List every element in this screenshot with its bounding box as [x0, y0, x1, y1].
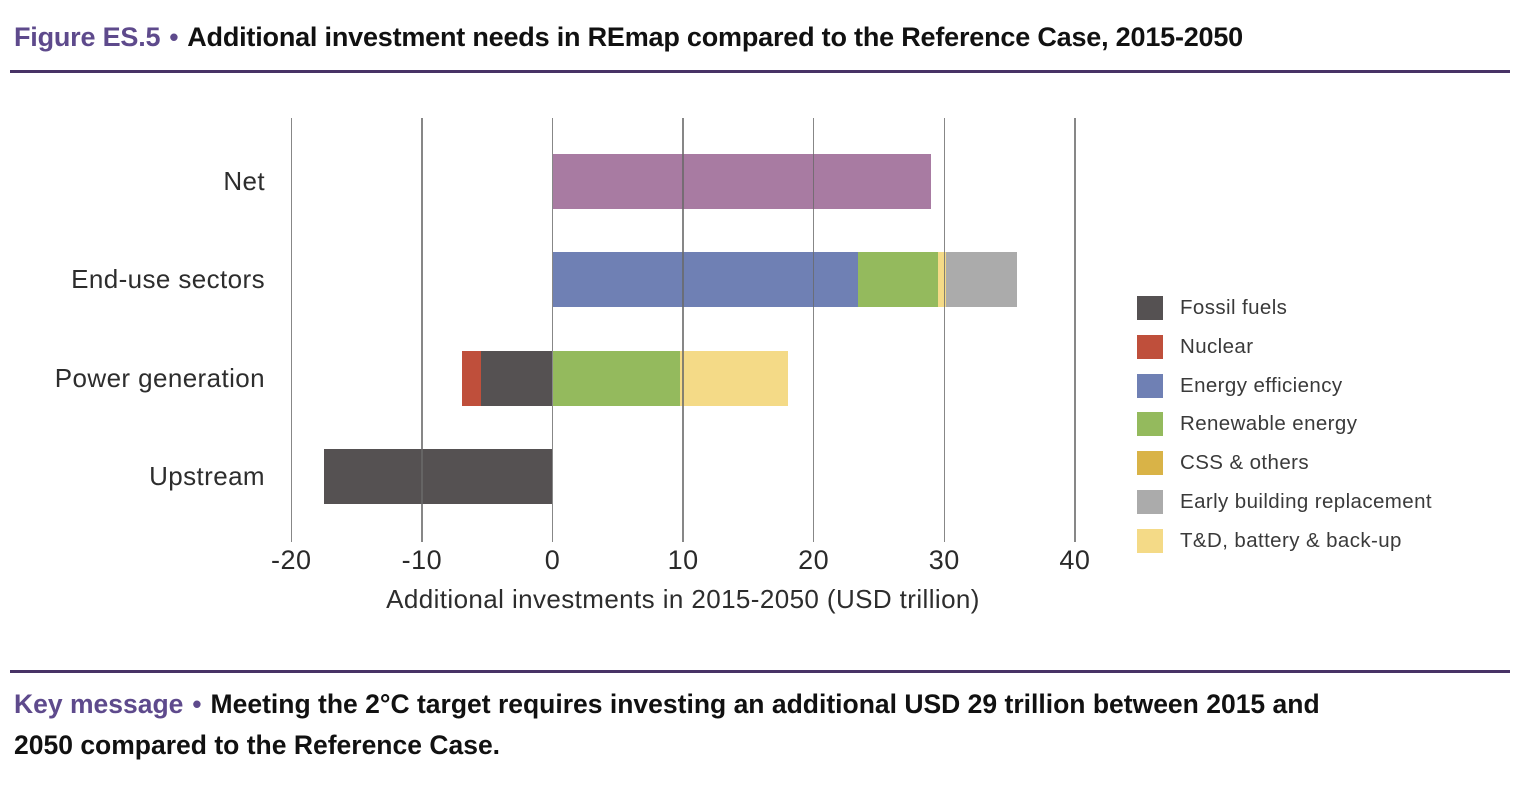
bar-segment [937, 252, 946, 307]
bar-segment [858, 252, 938, 307]
key-message-line2: 2050 compared to the Reference Case. [14, 730, 501, 760]
bar-segment [480, 351, 553, 406]
legend-item: Renewable energy [1137, 411, 1357, 437]
bar-segment [680, 351, 788, 406]
x-axis-tick-label: 10 [667, 545, 699, 575]
gridline [812, 118, 815, 542]
x-axis-tick-label: 30 [928, 545, 960, 575]
legend-item: Nuclear [1137, 334, 1253, 360]
figure-title: Figure ES.5 • Additional investment needs … [14, 22, 1243, 53]
x-axis-tick-label: -20 [271, 545, 312, 575]
legend-label: Early building replacement [1180, 490, 1432, 513]
legend-swatch [1137, 528, 1163, 553]
legend-item: Energy efficiency [1137, 373, 1343, 399]
legend-label: T&D, battery & back-up [1180, 528, 1402, 552]
x-axis-title: Additional investments in 2015-2050 (USD… [386, 584, 980, 614]
x-axis-tick-label: -10 [401, 545, 443, 575]
legend-item: T&D, battery & back-up [1137, 528, 1402, 554]
bar-segment [552, 252, 859, 307]
key-message-label: Key message [14, 689, 184, 719]
bar-segment [323, 449, 553, 504]
legend-swatch [1137, 373, 1163, 398]
legend-swatch [1137, 412, 1163, 437]
key-message: Key message • Meeting the 2°C target requi… [14, 684, 1510, 766]
gridline [551, 118, 554, 542]
legend-label: Energy efficiency [1180, 373, 1343, 397]
key-message-text1: Meeting the 2°C target requires investin… [210, 689, 1320, 719]
figure-title-text: Additional investment needs in REmap com… [187, 22, 1244, 52]
gridline [682, 118, 684, 542]
legend: Fossil fuels Nuclear Energy efficiency Rene… [1137, 295, 1517, 560]
category-label: Net [223, 165, 265, 196]
legend-item: Early building replacement [1137, 489, 1432, 515]
legend-swatch [1137, 296, 1163, 320]
category-label: End-use sectors [71, 263, 265, 294]
bar-segment [552, 154, 932, 209]
gridline [290, 118, 293, 542]
x-axis-tick-label: 20 [798, 545, 830, 575]
title-bullet-icon: • [169, 22, 179, 52]
key-message-line1: Key message • Meeting the 2°C target requi… [14, 684, 1510, 725]
category-label: Power generation [54, 362, 265, 393]
key-message-divider [10, 670, 1510, 673]
bar-segment [945, 252, 1018, 307]
legend-item: Fossil fuels [1137, 295, 1287, 321]
gridline [943, 118, 946, 542]
legend-swatch [1137, 334, 1163, 359]
title-divider [10, 70, 1510, 73]
figure-number: Figure ES.5 [14, 22, 161, 52]
bar-segment [552, 351, 681, 406]
legend-swatch [1137, 451, 1163, 476]
key-message-bullet-icon: • [192, 689, 202, 719]
legend-item: CSS & others [1137, 450, 1309, 476]
category-label: Upstream [149, 460, 265, 491]
legend-label: Nuclear [1180, 334, 1254, 358]
legend-swatch [1137, 490, 1163, 514]
x-axis-tick-label: 40 [1059, 545, 1091, 575]
legend-label: Renewable energy [1180, 412, 1358, 436]
legend-label: CSS & others [1180, 451, 1309, 475]
x-axis-tick-label: 0 [544, 545, 561, 575]
gridline [1074, 118, 1076, 542]
gridline [421, 118, 423, 542]
legend-label: Fossil fuels [1180, 296, 1288, 319]
bar-segment [462, 351, 481, 406]
bar-chart: Net End-use sectors Power generation Upstre… [54, 118, 1517, 614]
